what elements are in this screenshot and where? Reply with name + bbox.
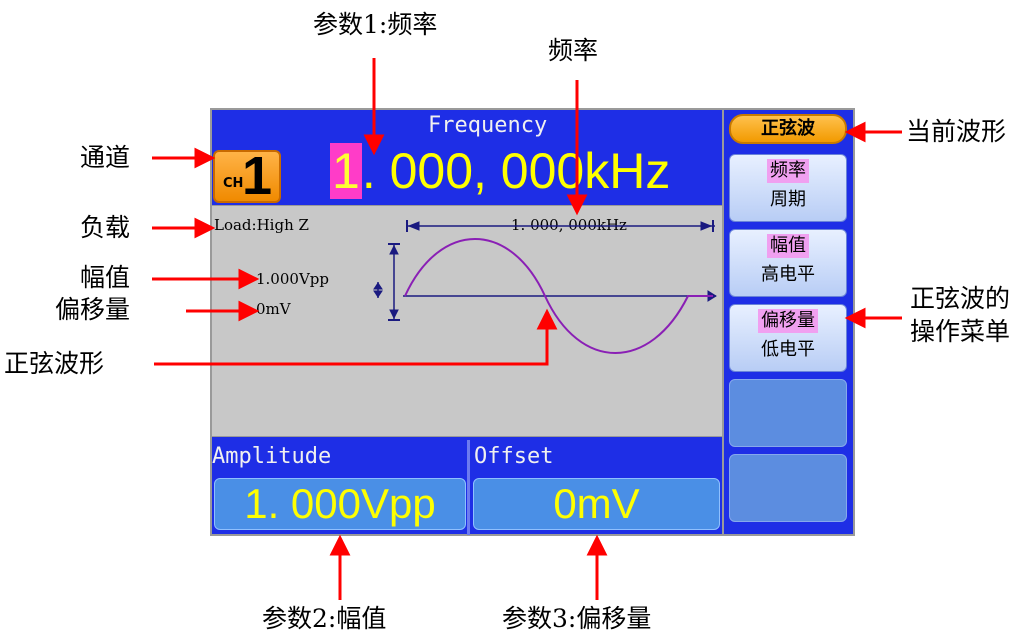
annotation-param2: 参数2:幅值 [262, 604, 387, 633]
amplitude-label: Amplitude [212, 444, 332, 469]
annotation-channel: 通道 [80, 143, 131, 172]
waveform-display [212, 206, 722, 436]
menu-item-frequency-period[interactable]: 频率 周期 [729, 154, 847, 222]
frequency-header [212, 110, 722, 205]
menu-item-amplitude-high[interactable]: 幅值 高电平 [729, 229, 847, 297]
frequency-title: Frequency [428, 113, 548, 138]
offset-value-box[interactable]: 0mV [473, 478, 720, 530]
wave-offset-label: 0mV [256, 300, 291, 318]
channel-badge[interactable]: CH 1 [213, 146, 281, 206]
annotation-load: 负载 [80, 213, 131, 242]
menu-item-empty-5[interactable] [729, 454, 847, 522]
arrow-param2-head [329, 534, 351, 556]
annotation-sine-menu-line2: 操作菜单 [910, 317, 1011, 346]
annotation-current-wave: 当前波形 [906, 117, 1007, 146]
wave-amplitude-label: 1.000Vpp [256, 270, 329, 288]
menu-item-offset-low[interactable]: 偏移量 低电平 [729, 304, 847, 372]
load-label: Load:High Z [214, 216, 309, 234]
annotation-offset: 偏移量 [55, 295, 131, 324]
channel-ch-label: CH [223, 176, 244, 191]
menu-item-empty-4[interactable] [729, 379, 847, 447]
arrow-param3-head [586, 534, 608, 556]
frequency-value-rest: . 000, 000kHz [361, 143, 671, 199]
frequency-cursor-digit[interactable]: 1 [330, 143, 362, 199]
annotation-param3: 参数3:偏移量 [502, 604, 652, 633]
menu-item-line1: 幅值 [767, 234, 809, 258]
frequency-value[interactable]: 1. 000, 000kHz [330, 142, 670, 202]
offset-label: Offset [474, 444, 554, 469]
annotation-sine-menu-line1: 正弦波的 [910, 284, 1011, 313]
wave-frequency-label: 1. 000, 000kHz [509, 216, 629, 234]
channel-number: 1 [242, 146, 273, 206]
annotation-frequency: 频率 [548, 36, 599, 65]
menu-item-line1: 频率 [767, 159, 809, 183]
menu-item-line2: 低电平 [761, 339, 815, 360]
annotation-sine-wave: 正弦波形 [4, 349, 105, 378]
annotation-param1: 参数1:频率 [313, 10, 438, 39]
menu-item-line1: 偏移量 [758, 309, 818, 333]
annotation-amplitude: 幅值 [80, 263, 131, 292]
parameter-divider [467, 440, 470, 535]
menu-item-line2: 周期 [770, 189, 806, 210]
menu-title-sine: 正弦波 [729, 114, 847, 144]
amplitude-value-box[interactable]: 1. 000Vpp [214, 478, 466, 530]
menu-item-line2: 高电平 [761, 264, 815, 285]
